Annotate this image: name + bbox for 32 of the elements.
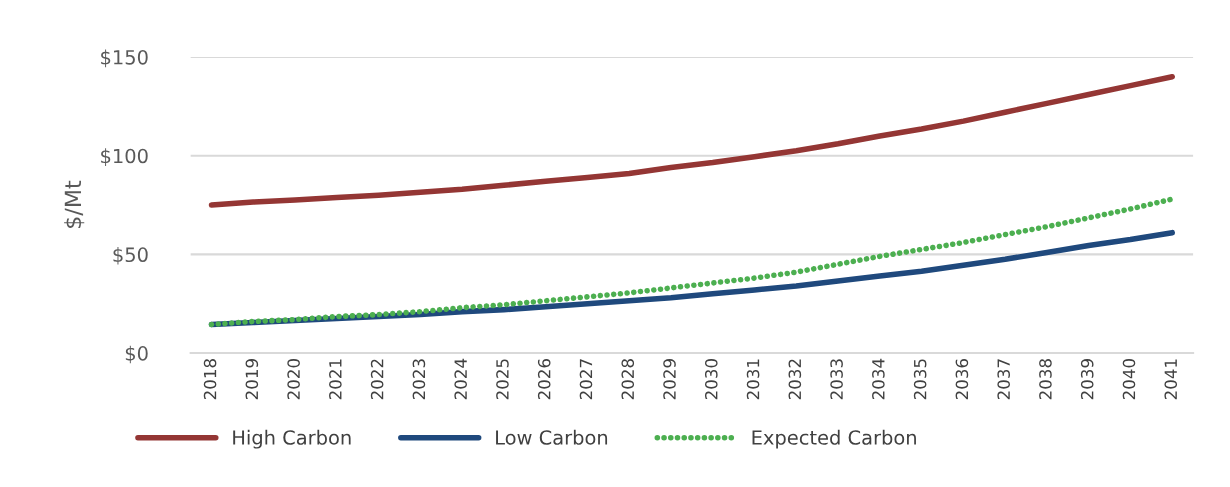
x-tick-label: 2041 <box>1164 359 1178 400</box>
x-tick-label: 2029 <box>663 359 676 400</box>
legend-label: Expected Carbon <box>752 429 916 449</box>
x-tick-label: 2033 <box>830 359 843 400</box>
x-tick-label: 2021 <box>329 359 342 400</box>
x-tick-label: 2032 <box>788 359 802 400</box>
x-tick-label: 2036 <box>955 358 969 400</box>
x-tick-label: 2040 <box>1122 359 1136 400</box>
y-tick-label: $100 <box>101 148 148 166</box>
x-tick-label: 2018 <box>203 359 217 400</box>
legend-label: Low Carbon <box>496 429 608 445</box>
y-tick-label: $150 <box>101 49 148 68</box>
x-tick-label: 2022 <box>370 359 384 400</box>
x-tick-label: 2024 <box>454 358 467 400</box>
x-tick-label: 2019 <box>245 359 259 400</box>
x-tick-label: 2038 <box>1039 359 1052 400</box>
x-tick-label: 2023 <box>412 359 426 400</box>
x-tick-label: 2031 <box>746 359 760 400</box>
x-tick-label: 2039 <box>1080 359 1094 400</box>
x-tick-label: 2030 <box>704 359 718 400</box>
x-tick-label: 2035 <box>913 359 927 400</box>
x-tick-label: 2020 <box>287 359 300 400</box>
y-tick-label: $0 <box>125 345 148 364</box>
x-tick-label: 2026 <box>537 358 551 400</box>
x-tick-label: 2025 <box>496 359 509 400</box>
y-axis-title: $/Mt <box>64 180 85 228</box>
x-tick-label: 2028 <box>621 359 635 400</box>
x-tick-label: 2027 <box>579 359 593 400</box>
x-tick-label: 2037 <box>997 359 1010 400</box>
legend-label: High Carbon <box>233 429 351 449</box>
x-tick-label: 2034 <box>872 358 885 400</box>
y-tick-label: $50 <box>113 246 148 265</box>
